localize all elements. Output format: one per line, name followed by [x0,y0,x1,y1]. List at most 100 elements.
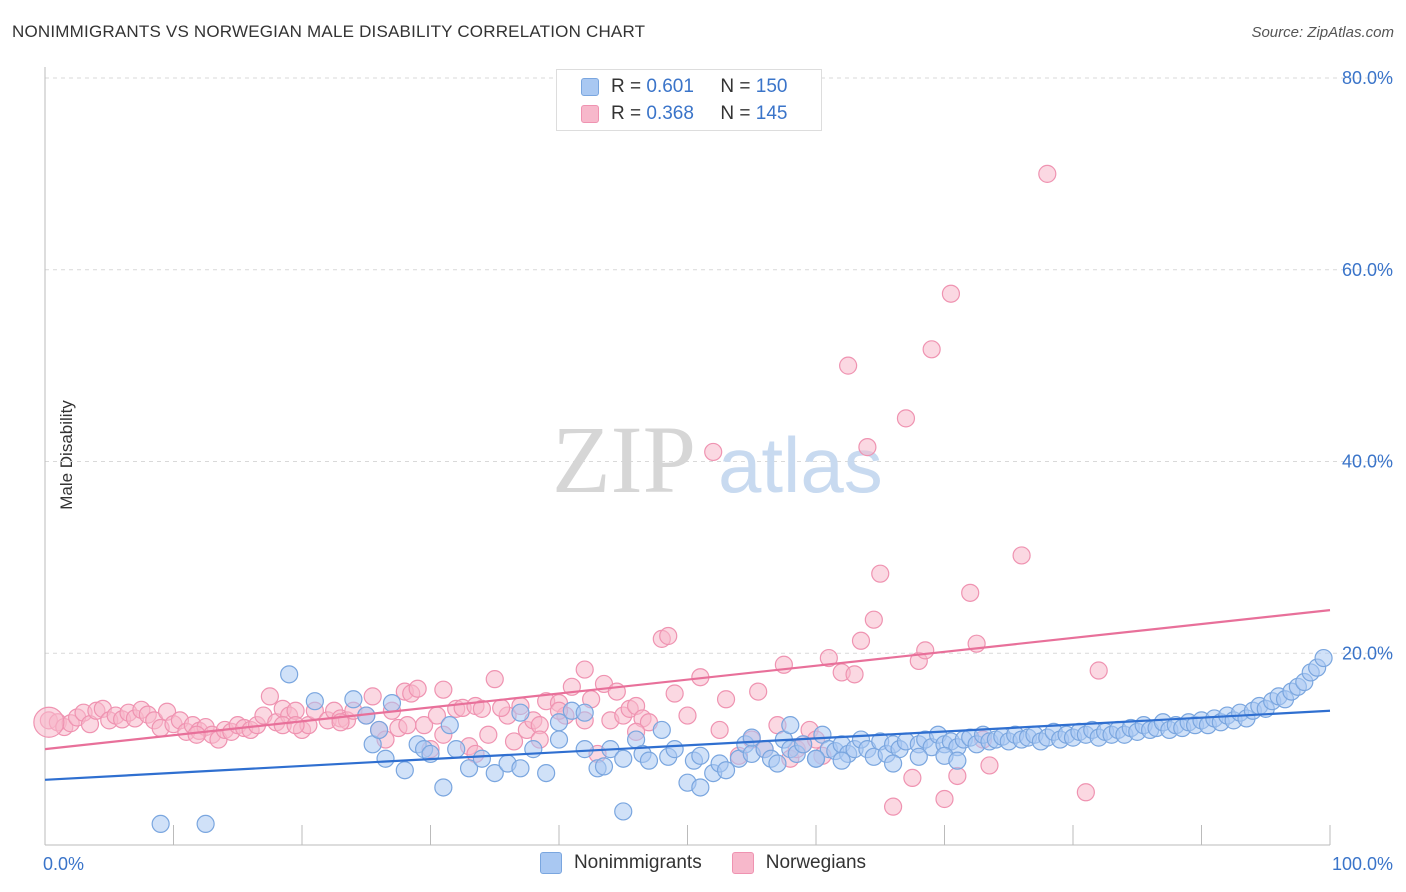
nonimmigrants-point [485,763,504,783]
legend-label: Norwegians [765,852,867,873]
norwegians-point [941,284,961,303]
norwegians-point [485,670,504,689]
nonimmigrants-point [639,751,659,770]
nonimmigrants-point [806,749,826,768]
norwegians-point [1089,661,1108,680]
norwegians-point [504,732,524,751]
norwegians-point [1076,783,1095,802]
norwegians-point [710,720,729,740]
nonimmigrants-point [781,716,800,735]
nonimmigrants-point [948,751,967,770]
norwegians-point [1038,164,1057,183]
x-tick-label: 0.0% [43,854,84,874]
norwegians-point [1012,546,1031,565]
nonimmigrants-point [716,761,736,780]
norwegians-point [896,409,916,428]
norwegians-point [935,789,954,809]
r-label: R = [611,103,642,124]
legend-item-nonimmigrants[interactable]: Nonimmigrants [539,852,702,874]
y-tick-label: 20.0% [1342,643,1393,663]
nonimmigrants-point [883,754,903,773]
y-tick-label: 80.0% [1342,68,1393,88]
watermark-atlas: atlas [718,421,883,509]
legend-item-norwegians[interactable]: Norwegians [731,852,867,874]
nonimmigrants-point [575,740,594,759]
legend-label: Nonimmigrants [573,852,702,873]
n-label: N = [720,76,751,97]
grid [45,77,1392,654]
nonimmigrants-point [1314,648,1333,668]
norwegians-point [575,660,594,679]
norwegians-point [980,756,999,775]
norwegians-point [839,356,858,375]
correlation-legend: R = 0.601 N = 150 R = 0.368 N = 145 [556,69,822,131]
norwegians-point [716,690,736,709]
norwegians-point [858,438,877,457]
nonimmigrants-point [652,720,671,740]
nonimmigrants-point [280,665,299,684]
nonimmigrants-points [151,648,1333,834]
nonimmigrants-point [594,757,614,776]
nonimmigrants-point [395,761,414,780]
nonimmigrants-point [537,763,556,783]
tick-labels: 20.0% 40.0% 60.0% 80.0% 0.0% 100.0% [43,68,1393,874]
r-value: 0.368 [646,103,694,124]
nonimmigrants-point [691,746,710,765]
norwegians-point [398,716,417,735]
blue-swatch-icon [539,852,562,874]
y-tick-label: 40.0% [1342,452,1393,472]
norwegians-point [903,768,922,787]
nonimmigrants-point [305,692,324,711]
norwegians-point [659,626,678,646]
norwegians-point [845,665,864,684]
nonimmigrants-point [370,720,389,740]
nonimmigrants-point [614,749,633,768]
nonimmigrants-point [691,778,710,797]
norwegians-point [286,716,305,735]
nonimmigrants-point [524,740,543,759]
nonimmigrants-point [151,814,170,834]
x-tick-label: 100.0% [1332,854,1393,874]
nonimmigrants-point [549,713,569,732]
nonimmigrants-point [614,802,633,821]
nonimmigrants-point [575,703,594,722]
nonimmigrants-point [472,749,491,768]
watermark-zip: ZIP [552,406,696,513]
pink-swatch-icon [581,105,599,123]
norwegians-trend-line [44,609,1331,751]
axes [44,67,1331,846]
n-value: 145 [755,103,788,124]
r-label: R = [611,76,642,97]
norwegians-point [665,684,684,703]
blue-swatch-icon [581,78,599,96]
nonimmigrants-point [434,778,453,797]
nonimmigrants-point [196,814,215,834]
norwegians-point [749,682,768,701]
chart-title: NONIMMIGRANTS VS NORWEGIAN MALE DISABILI… [12,22,646,41]
norwegians-point [819,648,838,668]
norwegians-point [916,641,935,660]
n-value: 150 [755,76,788,97]
nonimmigrants-point [440,716,459,735]
nonimmigrants-point [742,728,761,747]
norwegians-point [704,442,723,462]
norwegians-point [479,725,498,744]
nonimmigrants-point [768,754,787,773]
nonimmigrants-point [382,694,402,713]
series-legend: Nonimmigrants Norwegians [0,852,1406,874]
norwegians-point [961,583,980,602]
norwegians-point [408,679,427,698]
nonimmigrants-point [511,703,530,722]
trend-lines [44,609,1331,781]
norwegians-point [260,687,279,706]
norwegians-point [883,797,903,816]
norwegians-point [33,706,65,738]
norwegians-point [678,706,697,725]
pink-swatch-icon [731,852,754,874]
nonimmigrants-point [511,759,530,778]
norwegians-point [864,610,883,629]
nonimmigrants-point [447,740,466,759]
norwegians-point [871,564,890,583]
legend-row-nonimmigrants: R = 0.601 N = 150 [581,76,787,98]
